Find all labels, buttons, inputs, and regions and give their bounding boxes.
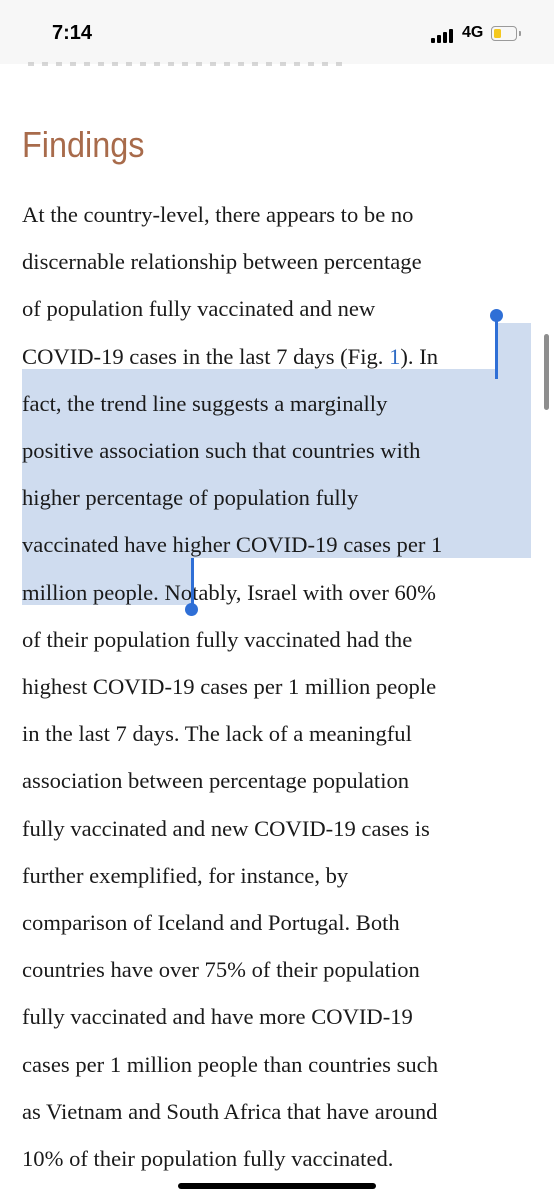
text-segment: vaccinated have higher COVID-19 cases pe… (22, 532, 443, 558)
text-line: of population fully vaccinated and new (22, 291, 375, 327)
selection-highlight (22, 369, 531, 558)
text-line: million people. Notably, Israel with ove… (22, 575, 436, 611)
status-bar: 7:14 4G (0, 0, 554, 64)
text-segment: countries have over 75% of their populat… (22, 957, 420, 983)
text-segment: comparison of Iceland and Portugal. Both (22, 910, 400, 935)
text-line: 10% of their population fully vaccinated… (22, 1141, 393, 1177)
text-line: cases per 1 million people than countrie… (22, 1047, 438, 1083)
text-segment: At the country-level, there appears to b… (22, 202, 414, 227)
text-segment: ). (400, 343, 420, 369)
text-line: as Vietnam and South Africa that have ar… (22, 1094, 437, 1130)
text-line: association between percentage populatio… (22, 763, 409, 799)
text-line: At the country-level, there appears to b… (22, 197, 413, 233)
text-line: fully vaccinated and new COVID-19 cases … (22, 811, 430, 847)
text-segment: In (419, 343, 439, 369)
battery-level-fill (494, 29, 501, 38)
text-segment: cases per 1 million people than countrie… (22, 1051, 438, 1077)
text-line: positive association such that countries… (22, 433, 420, 469)
text-line: vaccinated have higher COVID-19 cases pe… (22, 527, 442, 563)
text-segment: Notably, Israel with over 60% (164, 579, 436, 605)
text-segment: in the last 7 days. The lack of a meanin… (22, 721, 412, 747)
text-segment: fully vaccinated and have more COVID-19 (22, 1004, 413, 1030)
text-segment: fully vaccinated and new COVID-19 cases … (22, 815, 430, 841)
text-line: further exemplified, for instance, by (22, 858, 348, 894)
text-line: comparison of Iceland and Portugal. Both (22, 905, 400, 941)
text-line: countries have over 75% of their populat… (22, 952, 420, 988)
text-segment: further exemplified, for instance, by (22, 862, 349, 888)
selection-highlight (22, 558, 192, 605)
clipped-previous-text (28, 62, 348, 66)
scroll-indicator[interactable] (544, 334, 549, 410)
text-segment: as Vietnam and South Africa that have ar… (22, 1098, 438, 1124)
figure-reference-link[interactable]: 1 (389, 343, 401, 369)
text-segment: discernable relationship between percent… (22, 249, 422, 275)
selection-start-caret[interactable] (495, 315, 498, 379)
text-segment: of their population fully vaccinated had… (22, 626, 413, 652)
text-segment: COVID-19 cases in the last 7 days (Fig. (22, 343, 390, 369)
text-segment: 10% of their population fully vaccinated… (22, 1146, 394, 1171)
text-line: of their population fully vaccinated had… (22, 622, 412, 658)
text-segment: positive association such that countries… (22, 438, 421, 463)
text-segment: fact, the trend line suggests a marginal… (22, 390, 388, 416)
text-segment: higher percentage of population fully (22, 485, 359, 511)
text-line: highest COVID-19 cases per 1 million peo… (22, 669, 436, 705)
battery-icon (491, 26, 517, 41)
text-line: COVID-19 cases in the last 7 days (Fig. … (22, 339, 438, 375)
status-time: 7:14 (52, 22, 93, 44)
cellular-signal-icon (431, 27, 457, 43)
selection-highlight (497, 323, 531, 369)
text-line: in the last 7 days. The lack of a meanin… (22, 716, 412, 752)
text-segment: of population fully vaccinated and new (22, 296, 376, 322)
text-segment: association between percentage populatio… (22, 768, 410, 794)
selection-end-caret[interactable] (191, 558, 194, 608)
text-segment: highest COVID-19 cases per 1 million peo… (22, 674, 437, 699)
text-line: higher percentage of population fully (22, 480, 358, 516)
text-line: fact, the trend line suggests a marginal… (22, 386, 387, 422)
text-segment: million people. (22, 579, 165, 605)
selection-end-handle[interactable] (185, 603, 198, 616)
section-heading: Findings (22, 124, 145, 165)
home-indicator[interactable] (178, 1183, 376, 1189)
text-line: fully vaccinated and have more COVID-19 (22, 999, 413, 1035)
text-line: discernable relationship between percent… (22, 244, 422, 280)
battery-tip (519, 31, 521, 36)
network-type: 4G (462, 24, 484, 41)
